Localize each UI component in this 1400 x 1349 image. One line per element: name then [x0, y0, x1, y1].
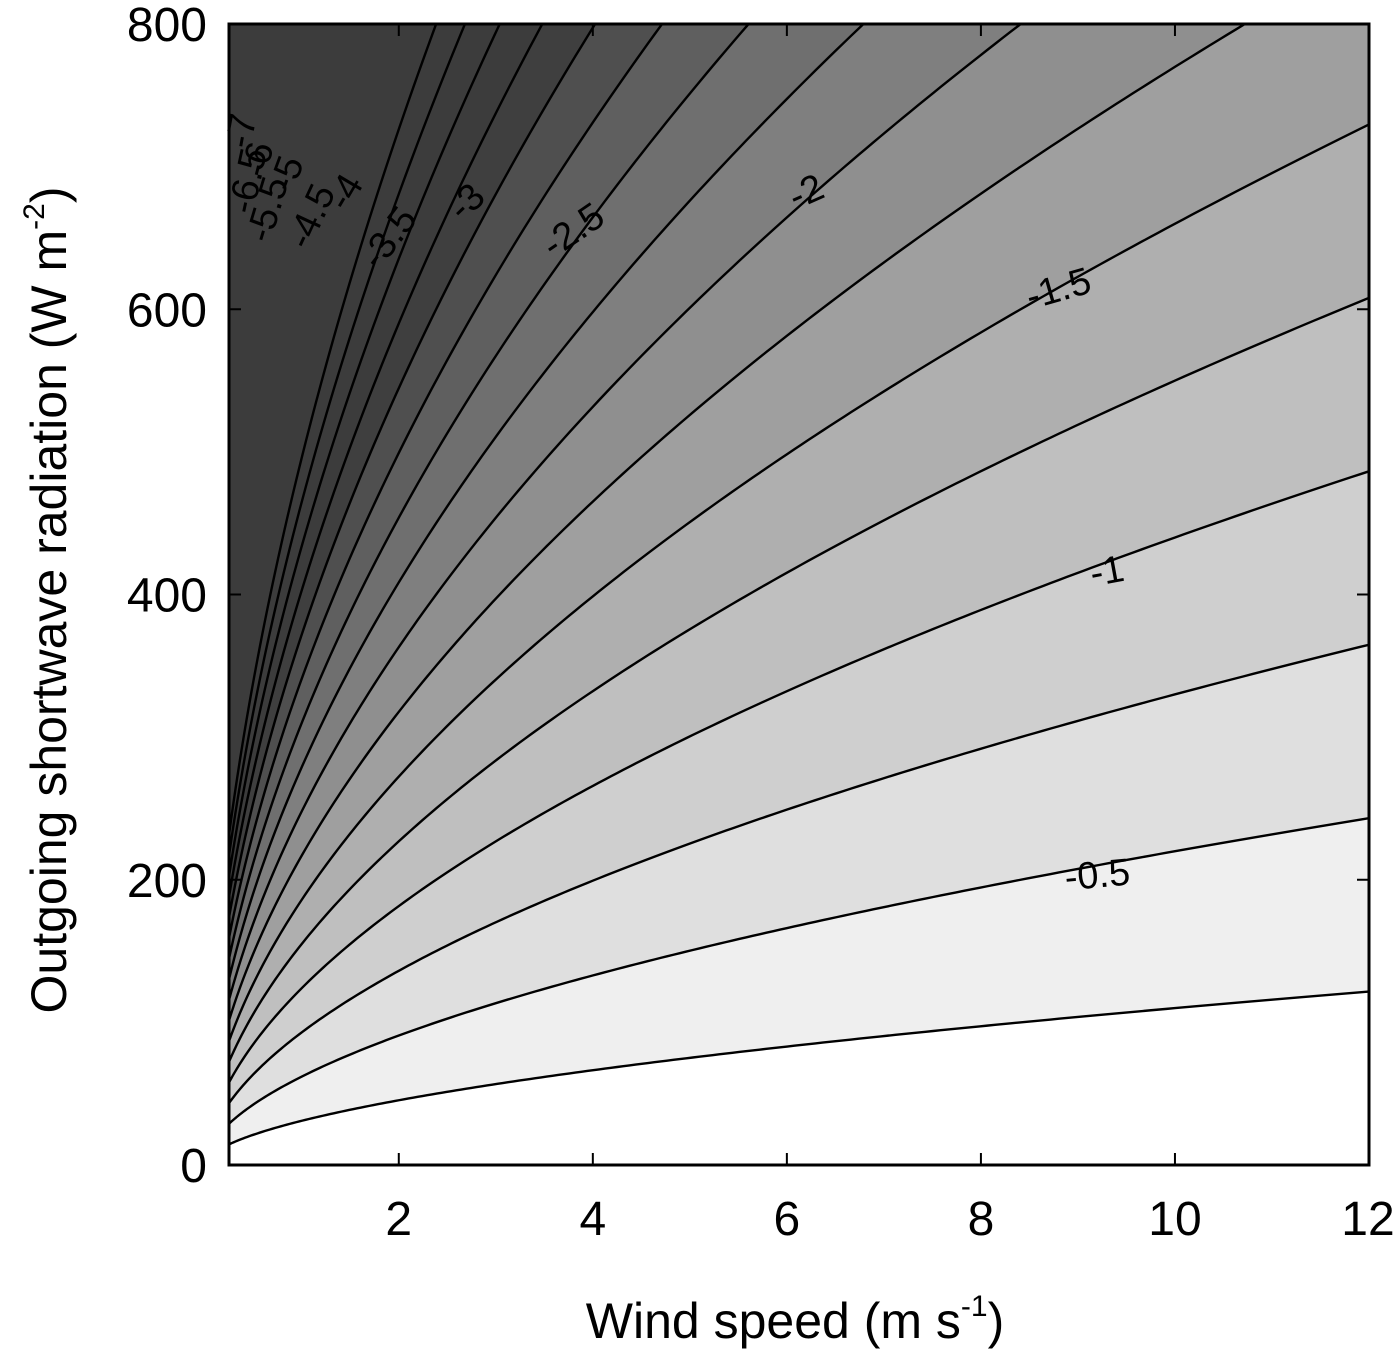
contour-line-6 — [229, 24, 1248, 1021]
contour-line-7 — [229, 24, 1023, 1001]
x-tick-label-5: 12 — [1341, 1193, 1394, 1246]
y-axis-ticks: 0 200 400 600 800 — [127, 0, 1369, 1193]
contour-line-15 — [229, 24, 438, 836]
contour-line-10 — [229, 24, 664, 939]
x-axis-title-end: ) — [988, 1293, 1005, 1349]
contour-band-0 — [229, 991, 1369, 1165]
contour-lines — [229, 24, 1369, 1146]
contour-line-1 — [229, 816, 1369, 1125]
x-tick-label-0: 2 — [385, 1193, 412, 1246]
y-axis-title-sup: -2 — [18, 203, 51, 230]
contour-line-3 — [229, 470, 1369, 1084]
x-axis-title-main: Wind speed (m s — [586, 1293, 961, 1349]
contour-label-1: -1 — [1087, 548, 1128, 595]
x-tick-label-1: 4 — [579, 1193, 606, 1246]
y-tick-label-2: 400 — [127, 570, 207, 623]
y-tick-label-4: 800 — [127, 0, 207, 52]
x-tick-label-3: 8 — [968, 1193, 995, 1246]
contour-line-4 — [229, 296, 1369, 1063]
contour-line-11 — [229, 24, 597, 918]
y-axis-title-main: Outgoing shortwave radiation (W m — [21, 230, 77, 1014]
contour-line-12 — [229, 24, 544, 898]
contour-label-0: -0.5 — [1063, 852, 1132, 900]
x-tick-label-2: 6 — [774, 1193, 801, 1246]
x-axis-title: Wind speed (m s-1) — [586, 1290, 1004, 1349]
contour-line-8 — [229, 24, 866, 980]
contour-line-0 — [229, 990, 1369, 1146]
x-axis-title-sup: -1 — [961, 1290, 988, 1323]
x-tick-label-4: 10 — [1148, 1193, 1201, 1246]
y-tick-label-3: 600 — [127, 284, 207, 337]
contour-line-13 — [229, 24, 502, 877]
y-axis-title-end: ) — [21, 186, 77, 203]
contour-label-13: -7 — [218, 111, 265, 152]
contour-line-2 — [229, 643, 1369, 1104]
y-tick-label-0: 0 — [180, 1140, 207, 1193]
contour-line-14 — [229, 24, 467, 856]
contour-fills — [229, 24, 1369, 1165]
x-axis-ticks: 2 4 6 8 10 12 — [385, 24, 1395, 1246]
contour-line-5 — [229, 123, 1369, 1042]
y-axis-title: Outgoing shortwave radiation (W m-2) — [18, 186, 77, 1013]
contour-line-9 — [229, 24, 751, 959]
y-tick-label-1: 200 — [127, 855, 207, 908]
